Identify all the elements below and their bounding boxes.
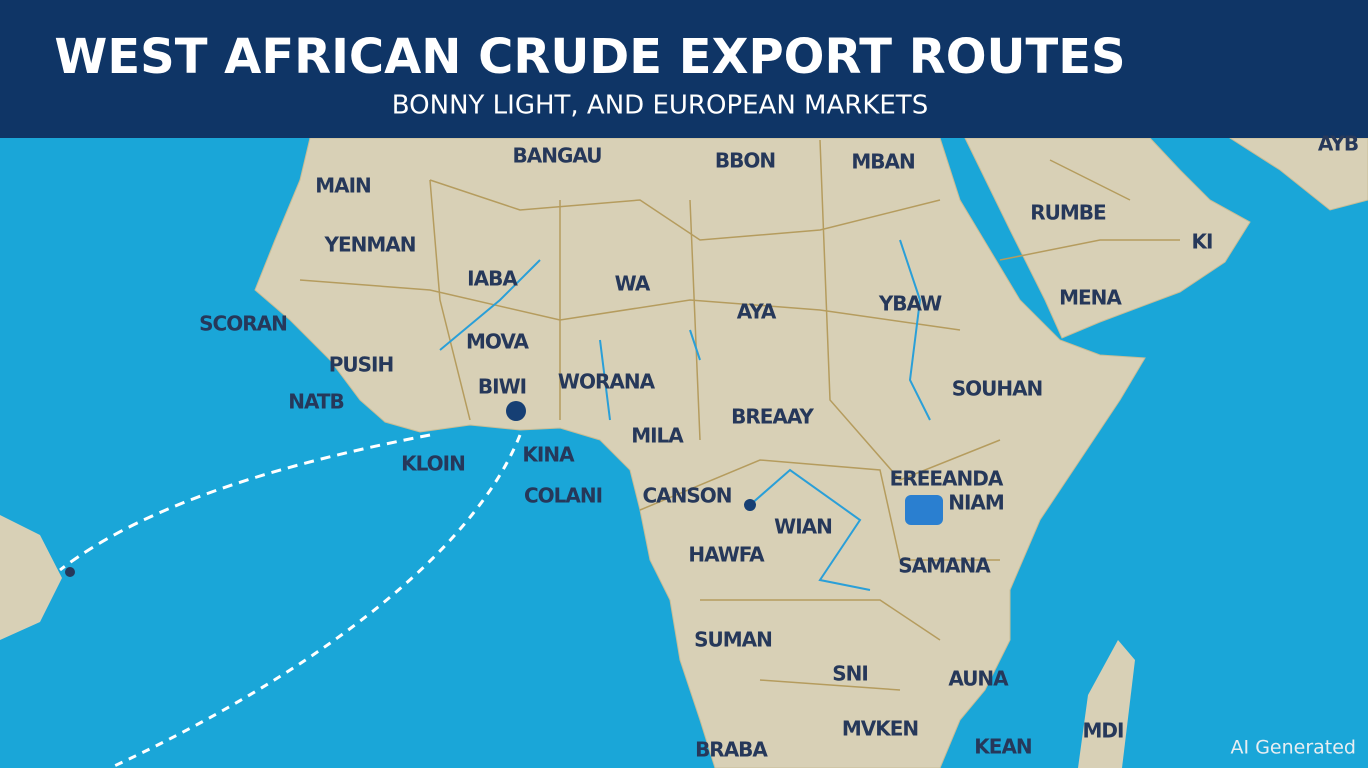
place-label: BANGAU	[513, 144, 602, 168]
africa	[254, 137, 1146, 768]
place-label: MBAN	[851, 150, 914, 174]
place-label: IABA	[467, 267, 518, 291]
place-label: YBAW	[878, 292, 942, 316]
place-label: KINA	[522, 443, 575, 467]
borders	[299, 139, 1180, 691]
place-label: KI	[1192, 230, 1213, 254]
place-label: EREEANDA	[890, 467, 1004, 491]
place-label: MDI	[1083, 719, 1124, 743]
place-label: YENMAN	[323, 233, 415, 257]
place-label: COLANI	[524, 484, 602, 508]
place-label: RUMBE	[1030, 201, 1106, 225]
place-label: MAIN	[315, 174, 371, 198]
place-label: SOUHAN	[952, 377, 1043, 401]
point	[744, 499, 756, 511]
place-label: KEAN	[974, 735, 1031, 759]
place-label: SNI	[832, 662, 868, 686]
place-label: PUSIH	[329, 353, 393, 377]
madagascar	[1078, 640, 1135, 768]
place-label: BREAAY	[731, 405, 814, 429]
route	[59, 433, 431, 572]
route	[109, 434, 522, 768]
place-label: BIWI	[478, 375, 526, 399]
place-label: AYB	[1318, 132, 1358, 156]
terminal	[506, 401, 526, 421]
place-label: SAMANA	[898, 554, 991, 578]
place-label: AYA	[737, 300, 777, 324]
place-label: HAWFA	[688, 543, 765, 567]
place-label: MVKEN	[842, 717, 918, 741]
place-label: WORANA	[558, 370, 656, 394]
place-label: SUMAN	[694, 628, 772, 652]
watermark: AI Generated	[1231, 737, 1356, 759]
title: WEST AFRICAN CRUDE EXPORT ROUTES	[54, 29, 1125, 85]
place-label: WA	[615, 272, 651, 296]
place-label: NATB	[288, 390, 344, 414]
place-label: SCORAN	[199, 312, 287, 336]
south-america	[0, 515, 62, 640]
subtitle: BONNY LIGHT, AND EUROPEAN MARKETS	[392, 91, 928, 121]
header-bar	[0, 0, 1368, 138]
place-label: KLOIN	[401, 452, 465, 476]
place-label: AUNA	[948, 667, 1009, 691]
rivers	[439, 239, 931, 591]
place-label: MILA	[631, 424, 684, 448]
place-label: WIAN	[774, 515, 832, 539]
place-label: NIAM	[948, 491, 1004, 515]
labels: BANGAU BBON MBAN AYB MAIN RUMBE KI YENMA…	[199, 132, 1359, 762]
point	[65, 567, 75, 577]
place-label: MOVA	[466, 330, 529, 354]
place-label: BBON	[715, 149, 775, 173]
place-label: CANSON	[642, 484, 731, 508]
place-label: BRABA	[695, 738, 768, 762]
lake	[905, 495, 943, 525]
place-label: MENA	[1059, 286, 1122, 310]
